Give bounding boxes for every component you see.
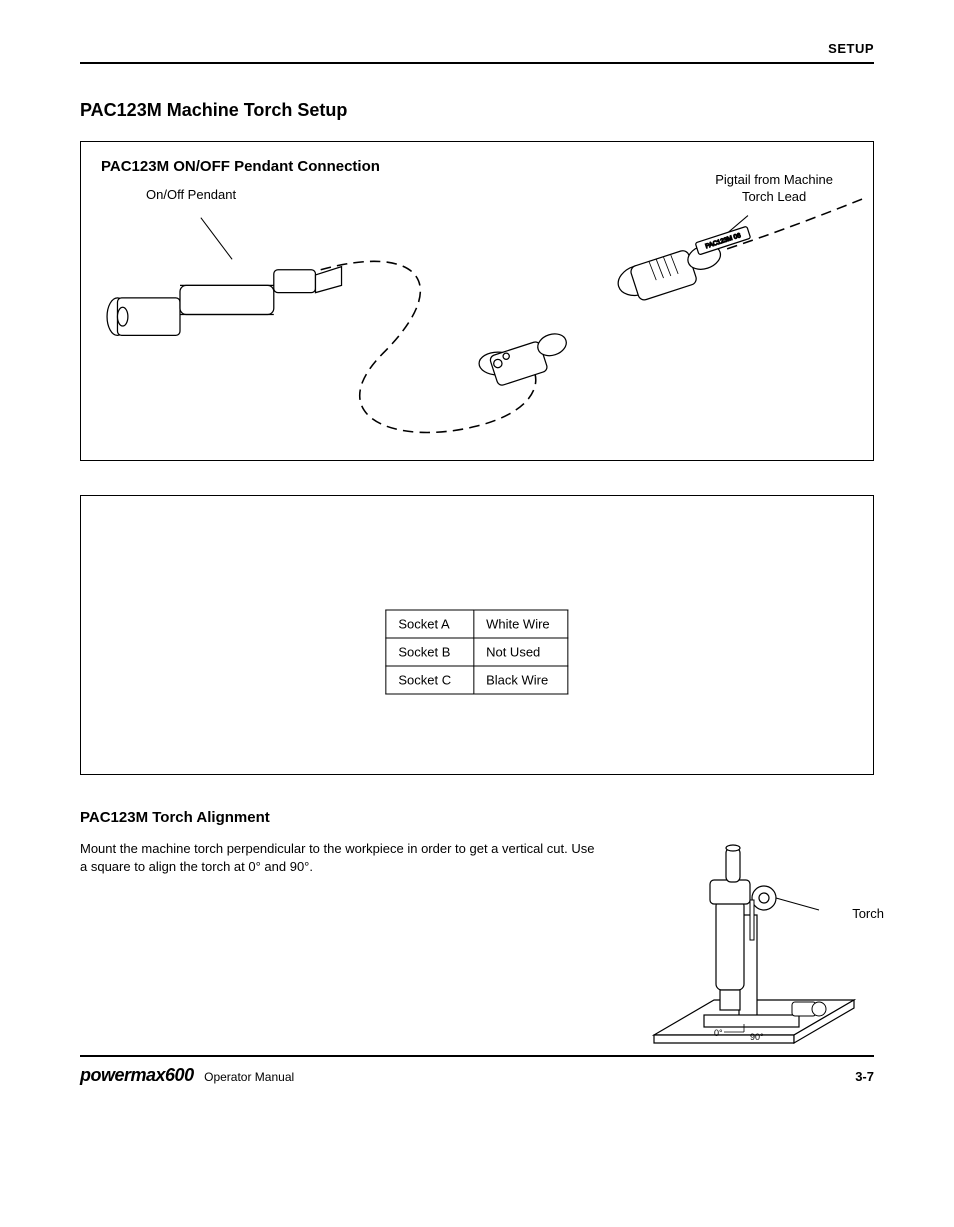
deg0-label: 0° [714,1028,723,1038]
wire-cell: White Wire [474,610,569,638]
deg90-label: 90° [750,1032,764,1042]
footer-brand-num: 600 [165,1065,194,1085]
section-title: PAC123M Machine Torch Setup [80,100,874,121]
table-row: Socket A White Wire [386,610,568,638]
torch-alignment-section: PAC123M Torch Alignment Mount the machin… [80,809,874,1070]
header-section-label: SETUP [828,41,874,56]
socket-wire-table: Socket A White Wire Socket B Not Used So… [385,610,568,695]
alignment-figure: 0° 90° Torch [644,840,874,1070]
alignment-title: PAC123M Torch Alignment [80,809,874,826]
alignment-body-text: Mount the machine torch perpendicular to… [80,840,604,875]
socket-cell: Socket C [386,666,474,694]
table-row: Socket B Not Used [386,638,568,666]
machine-interface-figure: Socket A White Wire Socket B Not Used So… [80,495,874,775]
table-row: Socket C Black Wire [386,666,568,694]
wire-cell: Black Wire [474,666,569,694]
pendant-connection-figure: PAC123M ON/OFF Pendant Connection On/Off… [80,141,874,461]
socket-cell: Socket A [386,610,474,638]
footer-brand: powermax600 [80,1065,198,1085]
page-footer: powermax600 Operator Manual 3-7 [80,1055,874,1086]
footer-brand-name: powermax [80,1065,165,1085]
torch-callout-label: Torch [852,906,884,921]
wire-cell: Not Used [474,638,569,666]
footer-manual-label: Operator Manual [204,1070,294,1084]
footer-page-number: 3-7 [855,1069,874,1084]
footer-left: powermax600 Operator Manual [80,1065,294,1086]
socket-cell: Socket B [386,638,474,666]
pendant-illustration: PAC123M 06 [81,142,873,460]
page-header: SETUP [80,40,874,64]
